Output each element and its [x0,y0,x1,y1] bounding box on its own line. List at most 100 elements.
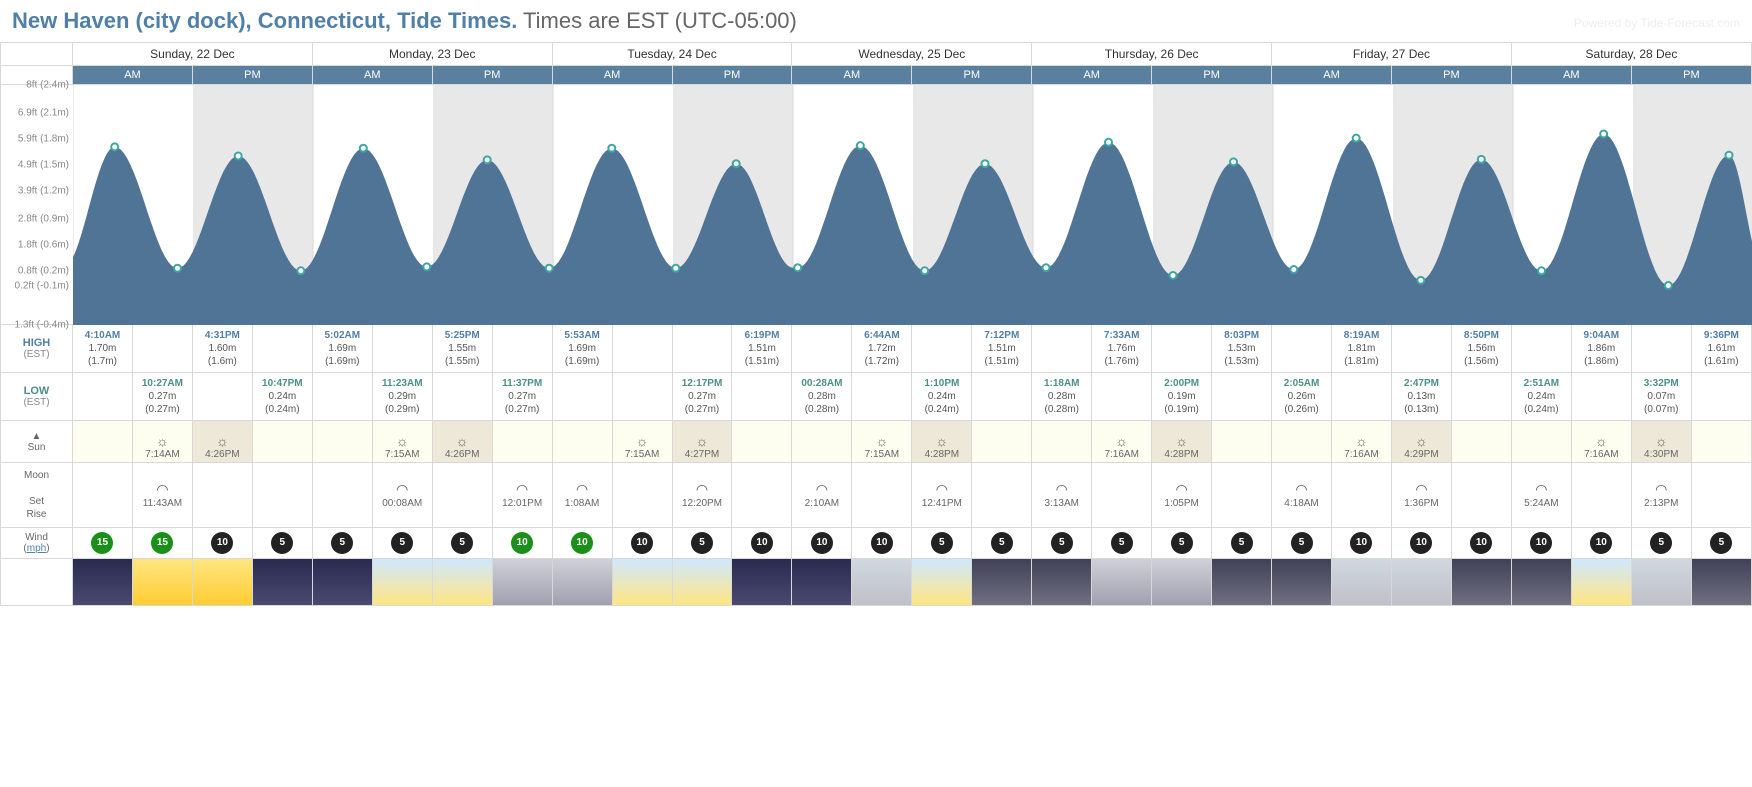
high-tide-cell: 5:25PM1.55m(1.55m) [432,325,492,373]
low-tide-cell [1092,373,1152,421]
wind-unit-link[interactable]: mph [27,543,46,554]
weather-icon-part-cloud [1392,559,1451,605]
weather-icon-sun [193,559,252,605]
high-tide-cell [372,325,432,373]
low-tide-cell: 3:32PM0.07m(0.07m) [1631,373,1691,421]
wind-cell: 10 [1511,528,1571,559]
high-label: HIGH (EST) [1,325,73,373]
weather-icon-night-clear [732,559,791,605]
moon-cell: ◠12:20PM [672,463,732,528]
ampm-row: AMPMAMPMAMPMAMPMAMPMAMPMAMPM [1,66,1752,85]
moon-cell: ◠12:41PM [912,463,972,528]
low-tide-cell [1212,373,1272,421]
moon-cell [1212,463,1272,528]
weather-icon-sun [133,559,192,605]
moon-cell: ◠1:05PM [1152,463,1212,528]
tide-marker [982,160,989,167]
wind-cell: 5 [1691,528,1751,559]
weather-cell [672,559,732,606]
sunset-cell: ☼4:27PM [672,421,732,463]
sunrise-cell: ☼7:14AM [132,421,192,463]
wind-cell: 10 [792,528,852,559]
day-header: Monday, 23 Dec [312,43,552,66]
weather-icon-night-clear [792,559,851,605]
moon-label: Moon Set Rise [1,463,73,528]
wind-cell: 10 [492,528,552,559]
low-tide-cell [1332,373,1392,421]
sunset-cell: ☼4:26PM [192,421,252,463]
low-tide-cell: 1:10PM0.24m(0.24m) [912,373,972,421]
sun-label: ▲ Sun [1,421,73,463]
high-tide-cell [132,325,192,373]
wind-cell: 10 [852,528,912,559]
high-tide-cell [792,325,852,373]
low-tide-cell: 12:17PM0.27m(0.27m) [672,373,732,421]
tide-chart-svg [73,85,1752,325]
sun-empty-cell [1032,421,1092,463]
wind-label: Wind (mph) [1,528,73,559]
high-tide-cell: 7:33AM1.76m(1.76m) [1092,325,1152,373]
low-tide-cell: 2:00PM0.19m(0.19m) [1152,373,1212,421]
weather-cell [552,559,612,606]
low-tide-row: LOW (EST) 10:27AM0.27m(0.27m)10:47PM0.24… [1,373,1752,421]
weather-cell [192,559,252,606]
high-tide-cell [1511,325,1571,373]
high-tide-cell: 9:04AM1.86m(1.86m) [1571,325,1631,373]
tide-marker [484,156,491,163]
moon-cell [852,463,912,528]
ampm-cell: AM [792,66,912,85]
sun-empty-cell [1212,421,1272,463]
weather-icon-night-cloud [972,559,1031,605]
tide-marker [672,265,679,272]
wind-cell: 10 [552,528,612,559]
wind-cell: 10 [192,528,252,559]
tide-marker [235,152,242,159]
y-tick-label: 5.9ft (1.8m) [18,134,69,145]
tide-marker [1538,267,1545,274]
ampm-cell: PM [672,66,792,85]
sunset-cell: ☼4:29PM [1391,421,1451,463]
low-tide-cell: 10:47PM0.24m(0.24m) [252,373,312,421]
tide-marker [1478,156,1485,163]
moon-cell [1332,463,1392,528]
ampm-cell: PM [192,66,312,85]
low-tide-cell [972,373,1032,421]
low-tide-cell [312,373,372,421]
sun-empty-cell [732,421,792,463]
y-tick-label: 0.2ft (-0.1m) [15,281,69,292]
tide-marker [794,264,801,271]
wind-cell: 10 [1332,528,1392,559]
high-tide-cell: 4:31PM1.60m(1.6m) [192,325,252,373]
moon-cell: ◠4:18AM [1272,463,1332,528]
ampm-cell: AM [1511,66,1631,85]
y-tick-label: 8ft (2.4m) [26,80,69,91]
sun-empty-cell [492,421,552,463]
page-title: New Haven (city dock), Connecticut, Tide… [12,8,517,33]
ampm-cell: AM [312,66,432,85]
weather-icon-night-clear [313,559,372,605]
weather-icon-part-cloud [1332,559,1391,605]
low-tide-cell [552,373,612,421]
high-tide-cell [672,325,732,373]
sunset-cell: ☼4:30PM [1631,421,1691,463]
weather-icon-part-sun [433,559,492,605]
weather-cell [1272,559,1332,606]
y-tick-label: 2.8ft (0.9m) [18,214,69,225]
weather-cell [972,559,1032,606]
sun-empty-cell [552,421,612,463]
high-tide-cell: 6:19PM1.51m(1.51m) [732,325,792,373]
y-tick-label: 1.8ft (0.6m) [18,240,69,251]
sunset-cell: ☼4:26PM [432,421,492,463]
wind-cell: 5 [252,528,312,559]
corner-cell [1,43,73,66]
timezone-subtitle: Times are EST (UTC-05:00) [523,8,797,33]
low-tide-cell [432,373,492,421]
weather-icon-night-clear [73,559,132,605]
low-tide-cell: 1:18AM0.28m(0.28m) [1032,373,1092,421]
moon-cell: ◠2:13PM [1631,463,1691,528]
watermark: Powered by Tide-Forecast.com [1574,16,1740,30]
weather-icon-part-cloud [852,559,911,605]
tide-marker [733,160,740,167]
sunrise-cell: ☼7:16AM [1571,421,1631,463]
ampm-cell: AM [73,66,193,85]
